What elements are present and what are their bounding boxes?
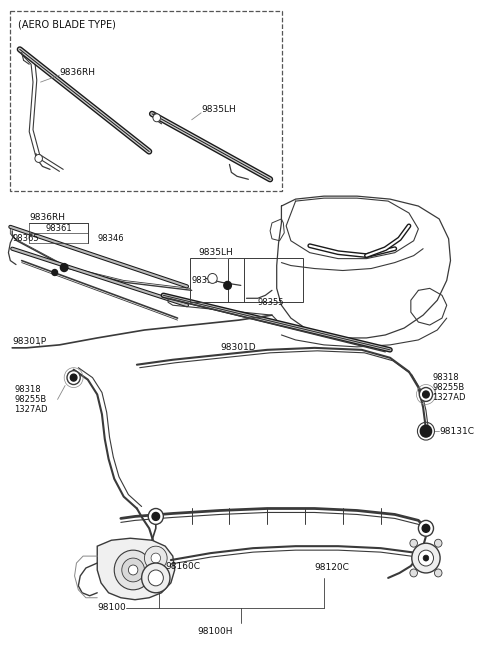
Text: 1327AD: 1327AD (14, 405, 48, 414)
Circle shape (144, 546, 167, 570)
Text: 9835LH: 9835LH (201, 105, 236, 115)
Circle shape (434, 569, 442, 577)
Circle shape (60, 263, 68, 271)
Circle shape (129, 565, 138, 575)
Text: 98318: 98318 (432, 373, 459, 382)
Circle shape (52, 269, 58, 275)
Text: 98120C: 98120C (314, 563, 349, 573)
Text: 98160C: 98160C (165, 561, 200, 571)
Text: 98301D: 98301D (220, 344, 256, 352)
Circle shape (419, 550, 433, 566)
Text: 98361: 98361 (45, 224, 72, 234)
Bar (11, 11, 282, 191)
Circle shape (148, 508, 163, 524)
Text: 1327AD: 1327AD (432, 393, 466, 402)
Circle shape (67, 371, 80, 385)
Text: 98100H: 98100H (198, 627, 233, 636)
Circle shape (114, 550, 152, 590)
Text: (AERO BLADE TYPE): (AERO BLADE TYPE) (18, 20, 116, 30)
Circle shape (153, 114, 160, 122)
Text: 98346: 98346 (97, 234, 124, 243)
Text: 98318: 98318 (14, 385, 41, 394)
Text: 9835LH: 9835LH (198, 248, 233, 257)
Circle shape (151, 553, 160, 563)
Circle shape (410, 569, 418, 577)
Text: 98255B: 98255B (14, 395, 47, 404)
Circle shape (423, 555, 429, 561)
Circle shape (434, 540, 442, 547)
Circle shape (152, 512, 159, 520)
Text: 98301P: 98301P (12, 338, 47, 346)
Circle shape (420, 425, 432, 437)
Circle shape (410, 540, 418, 547)
Circle shape (208, 273, 217, 283)
Text: 98351: 98351 (192, 276, 218, 285)
Text: 98255B: 98255B (432, 383, 465, 392)
Circle shape (420, 387, 432, 401)
Text: 9836RH: 9836RH (29, 213, 65, 222)
Circle shape (224, 281, 231, 289)
Text: 98365: 98365 (12, 234, 39, 243)
Circle shape (142, 563, 170, 592)
Text: 98355: 98355 (258, 298, 284, 307)
Polygon shape (97, 538, 175, 600)
Circle shape (422, 391, 429, 398)
Circle shape (70, 374, 77, 381)
Circle shape (148, 570, 163, 586)
Circle shape (412, 544, 440, 573)
Circle shape (122, 558, 144, 582)
Bar (190, 258, 303, 303)
Circle shape (422, 524, 430, 532)
Circle shape (419, 520, 433, 536)
Circle shape (35, 154, 42, 162)
Text: 98100: 98100 (97, 603, 126, 612)
Text: 98131C: 98131C (439, 426, 474, 436)
Text: 9836RH: 9836RH (60, 68, 96, 77)
